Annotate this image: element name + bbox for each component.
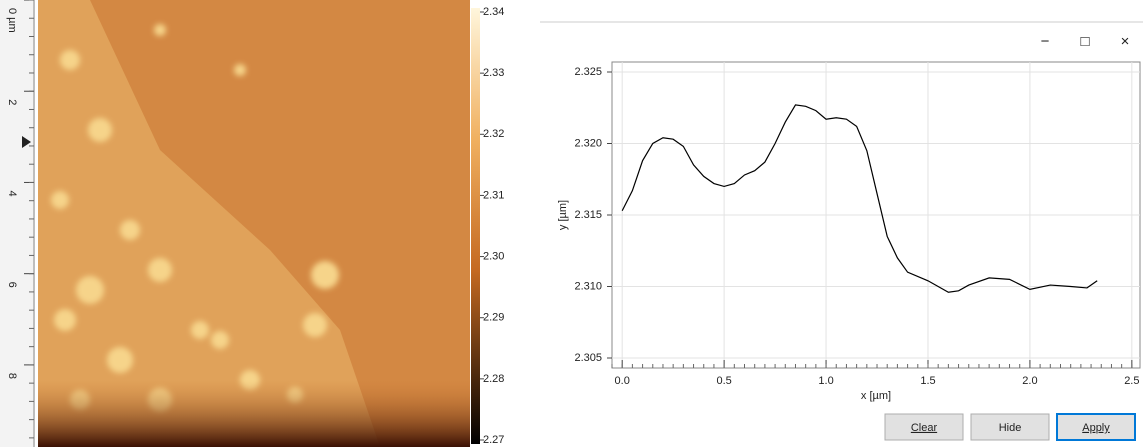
button[interactable] (1056, 413, 1136, 441)
ruler-label: 6 (6, 282, 18, 288)
colorbar-label: 2.29 (483, 312, 504, 324)
afm-shade (38, 0, 470, 447)
x-tick-label: 1.0 (818, 375, 833, 387)
button-label[interactable]: Clear (911, 422, 938, 434)
button[interactable] (884, 413, 964, 441)
window-control[interactable]: □ (1080, 33, 1089, 50)
ruler-bg (0, 0, 35, 447)
colorbar-label: 2.31 (483, 189, 504, 201)
y-tick-label: 2.305 (574, 352, 602, 364)
colorbar-label: 2.32 (483, 128, 504, 140)
profile-line (621, 104, 1098, 293)
x-tick-label: 0.5 (716, 375, 731, 387)
y-tick-label: 2.320 (574, 137, 602, 149)
profile-marker (22, 136, 31, 148)
button[interactable] (970, 413, 1050, 441)
x-tick-label: 0.0 (615, 375, 630, 387)
colorbar-label: 2.33 (483, 67, 504, 79)
ruler-label: 4 (6, 190, 18, 196)
colorbar-label: 2.27 (483, 434, 504, 446)
ruler-label: 2 (6, 99, 18, 105)
button-label[interactable]: Apply (1082, 422, 1110, 434)
colorbar-label: 2.28 (483, 373, 504, 385)
x-tick-label: 1.5 (920, 375, 935, 387)
x-tick-label: 2.5 (1124, 375, 1139, 387)
ruler-label: 8 (6, 373, 18, 379)
colorbar (471, 8, 480, 444)
x-tick-label: 2.0 (1022, 375, 1037, 387)
x-axis-label: x [µm] (861, 390, 891, 402)
window-control[interactable]: × (1121, 33, 1130, 50)
colorbar-label: 2.34 (483, 6, 504, 18)
colorbar-label: 2.30 (483, 250, 504, 262)
window-control[interactable]: − (1041, 33, 1050, 50)
y-tick-label: 2.315 (574, 209, 602, 221)
y-axis-label: y [µm] (557, 200, 569, 230)
ruler-label: 0 µm (6, 8, 18, 33)
y-tick-label: 2.325 (574, 66, 602, 78)
button-label[interactable]: Hide (999, 422, 1022, 434)
afm-image (38, 0, 470, 447)
y-tick-label: 2.310 (574, 280, 602, 292)
